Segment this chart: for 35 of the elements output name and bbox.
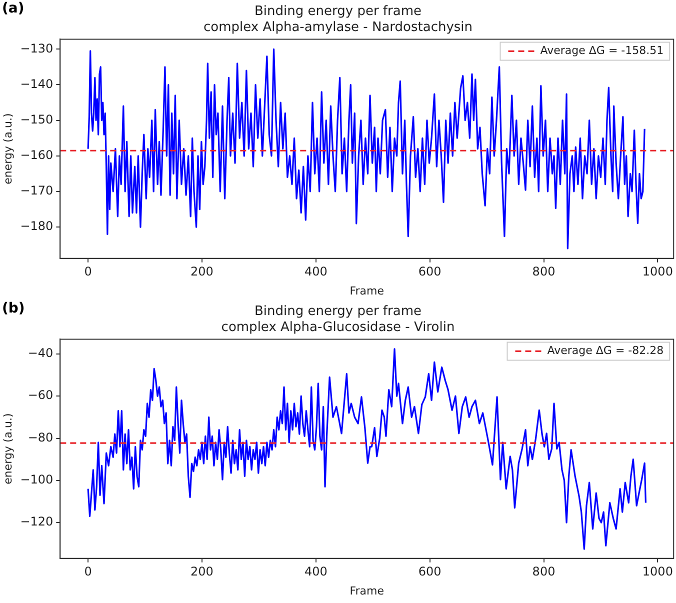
x-tick-label: 0 (84, 264, 92, 279)
y-axis-title: energy (a.u.) (1, 113, 14, 184)
x-axis-title: Frame (350, 584, 384, 598)
chart-subtitle: complex Alpha-Glucosidase - Virolin (221, 320, 455, 335)
x-axis-title: Frame (350, 284, 384, 298)
x-tick-label: 200 (190, 264, 214, 279)
x-tick-label: 800 (532, 564, 556, 579)
y-tick-label: −180 (20, 219, 54, 234)
y-tick-label: −160 (20, 148, 54, 162)
x-tick-label: 200 (190, 564, 214, 579)
y-axis-title: energy (a.u.) (1, 413, 14, 484)
x-tick-label: 600 (418, 564, 442, 579)
chart-subtitle: complex Alpha-amylase - Nardostachysin (203, 20, 473, 35)
x-tick-label: 0 (84, 564, 92, 579)
y-tick-label: −150 (20, 112, 54, 126)
y-tick-label: −100 (20, 472, 54, 487)
x-tick-label: 1000 (642, 564, 673, 579)
y-tick-label: −130 (20, 41, 54, 56)
y-tick-label: −60 (28, 388, 54, 402)
y-tick-label: −170 (20, 184, 54, 198)
y-tick-label: −140 (20, 76, 54, 91)
y-tick-label: −40 (28, 346, 54, 360)
text: (b) (2, 300, 25, 317)
x-tick-label: 400 (304, 564, 328, 579)
y-tick-label: −80 (28, 430, 54, 444)
y-tick-label: −120 (20, 514, 54, 529)
chart-title: Binding energy per frame (254, 304, 422, 320)
x-tick-label: 600 (418, 264, 442, 279)
text: (a) (2, 0, 24, 17)
legend-label: Average ΔG = -82.28 (547, 344, 664, 358)
x-tick-label: 1000 (642, 264, 673, 279)
chart-title: Binding energy per frame (254, 4, 422, 20)
x-tick-label: 400 (304, 264, 328, 279)
x-tick-label: 800 (532, 264, 556, 279)
legend-label: Average ΔG = -158.51 (540, 44, 664, 58)
